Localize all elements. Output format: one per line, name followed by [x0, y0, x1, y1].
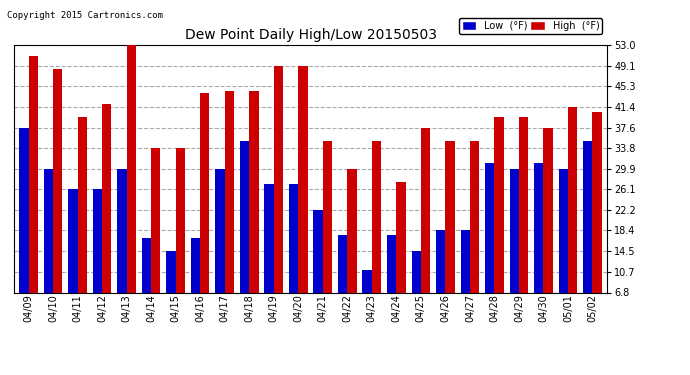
Bar	[142, 238, 151, 292]
Legend: Low  (°F), High  (°F): Low (°F), High (°F)	[459, 18, 602, 33]
Bar	[583, 141, 593, 292]
Bar	[470, 141, 479, 292]
Bar	[568, 107, 578, 292]
Bar	[240, 141, 249, 292]
Bar	[249, 90, 259, 292]
Bar	[92, 189, 102, 292]
Bar	[411, 251, 421, 292]
Bar	[347, 169, 357, 292]
Bar	[396, 182, 406, 292]
Bar	[323, 141, 332, 292]
Bar	[372, 141, 381, 292]
Bar	[28, 56, 38, 292]
Bar	[544, 128, 553, 292]
Bar	[126, 45, 136, 292]
Bar	[593, 112, 602, 292]
Bar	[68, 189, 77, 292]
Bar	[338, 235, 347, 292]
Bar	[534, 163, 544, 292]
Bar	[559, 169, 568, 292]
Bar	[151, 148, 161, 292]
Bar	[289, 184, 298, 292]
Bar	[215, 169, 225, 292]
Bar	[200, 93, 210, 292]
Bar	[191, 238, 200, 292]
Bar	[264, 184, 274, 292]
Bar	[485, 163, 495, 292]
Bar	[445, 141, 455, 292]
Text: Copyright 2015 Cartronics.com: Copyright 2015 Cartronics.com	[7, 11, 163, 20]
Bar	[421, 128, 430, 292]
Bar	[19, 128, 28, 292]
Bar	[460, 230, 470, 292]
Bar	[166, 251, 176, 292]
Bar	[274, 66, 283, 292]
Bar	[436, 230, 445, 292]
Bar	[510, 169, 519, 292]
Bar	[43, 169, 53, 292]
Title: Dew Point Daily High/Low 20150503: Dew Point Daily High/Low 20150503	[184, 28, 437, 42]
Bar	[77, 117, 87, 292]
Bar	[387, 235, 396, 292]
Bar	[519, 117, 529, 292]
Bar	[495, 117, 504, 292]
Bar	[53, 69, 62, 292]
Bar	[176, 148, 185, 292]
Bar	[313, 210, 323, 292]
Bar	[117, 169, 126, 292]
Bar	[362, 270, 372, 292]
Bar	[225, 90, 234, 292]
Bar	[298, 66, 308, 292]
Bar	[102, 104, 111, 292]
